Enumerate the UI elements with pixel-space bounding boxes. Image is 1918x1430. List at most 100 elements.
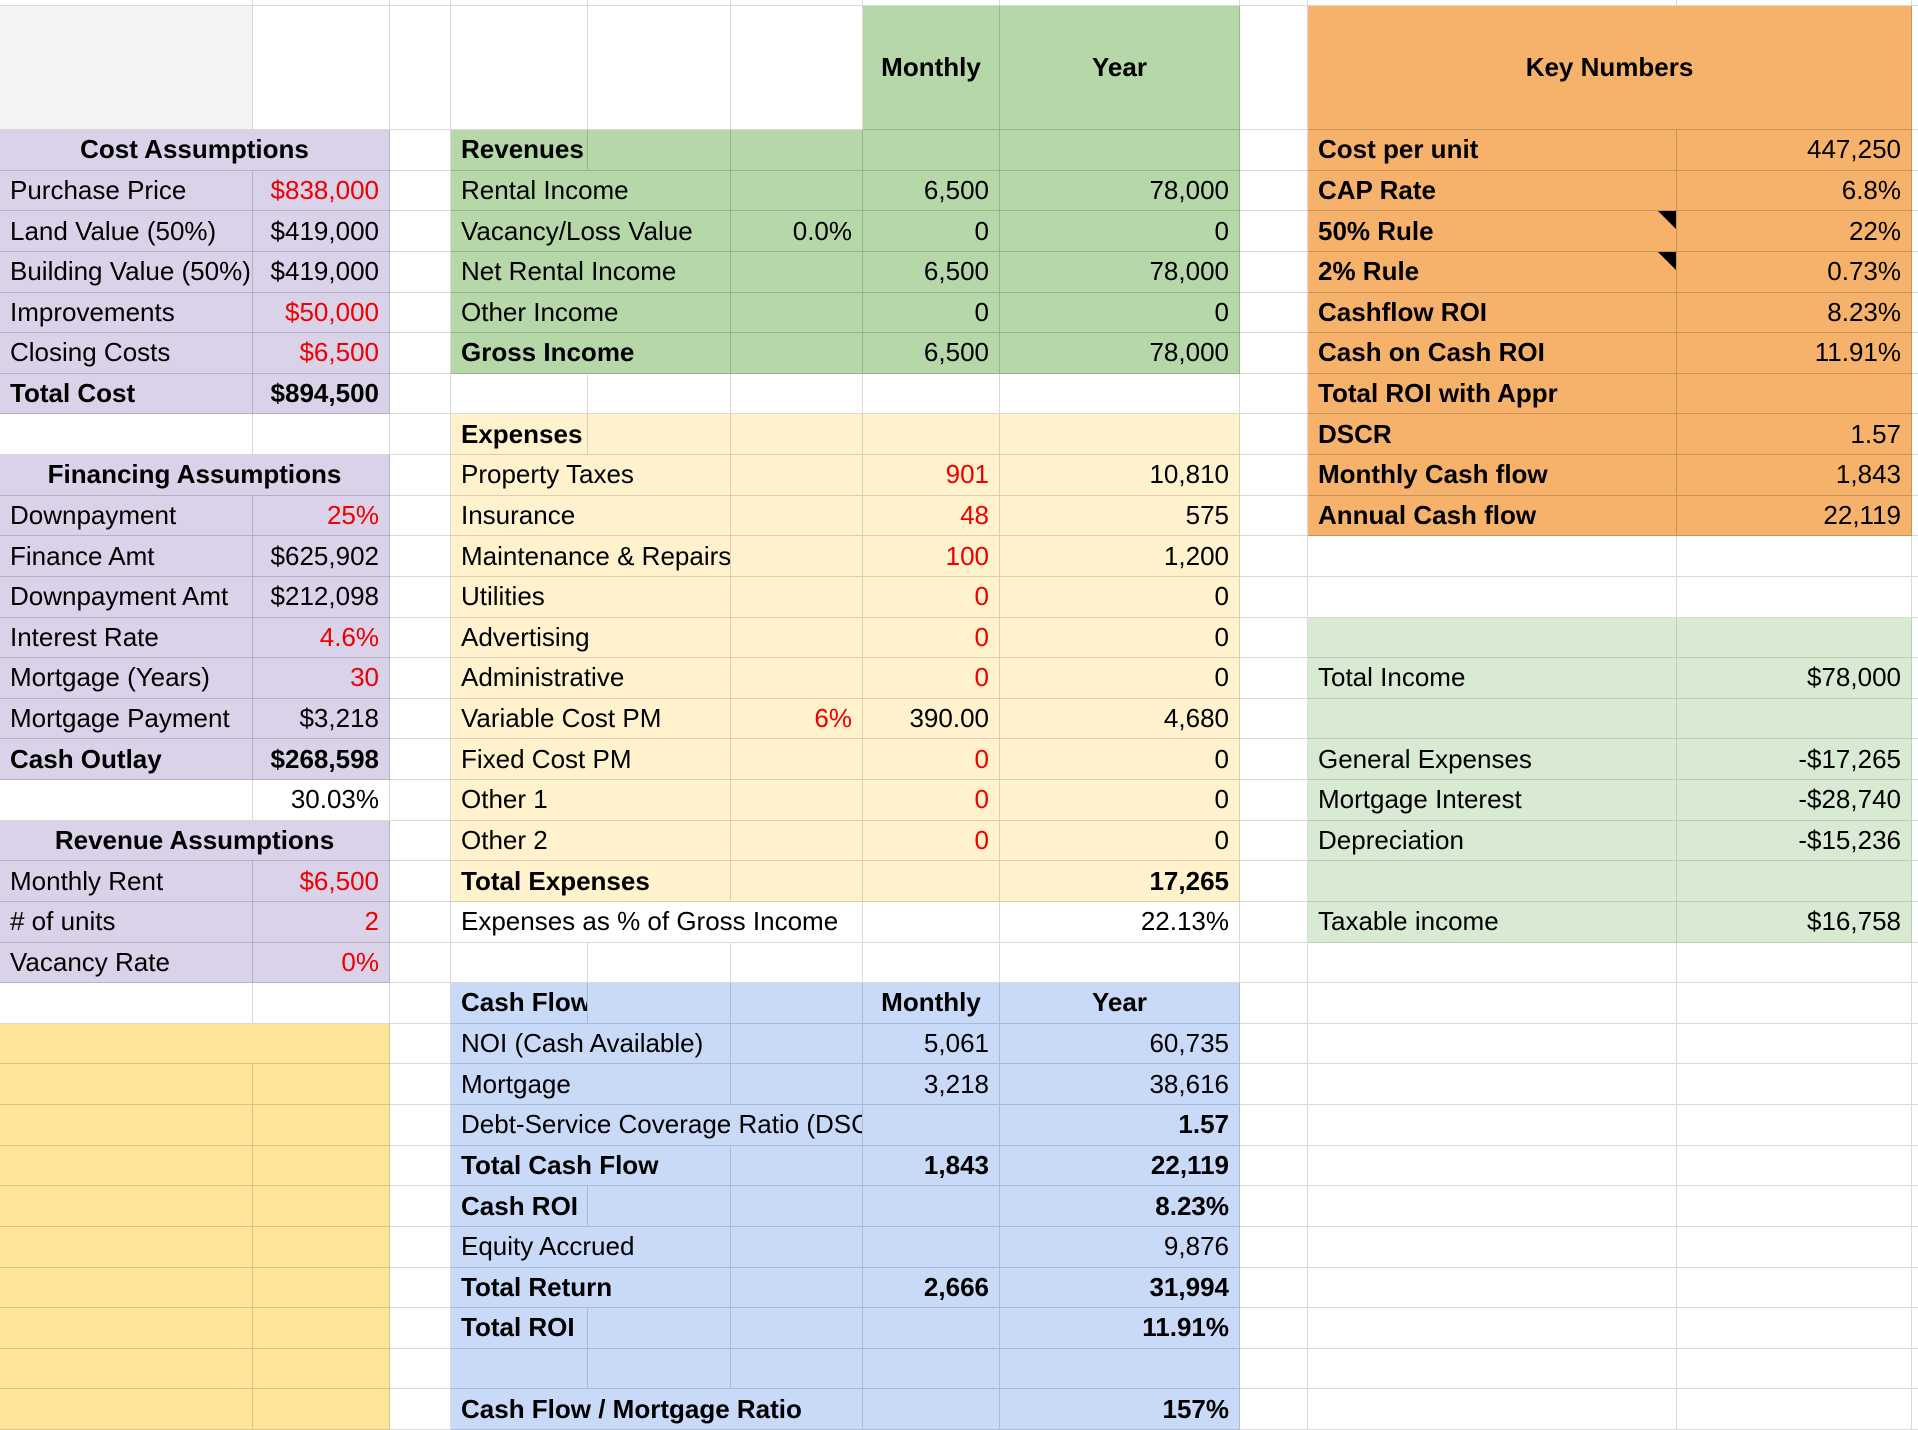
empty-cell[interactable]	[390, 130, 451, 171]
label-rental-income[interactable]: Rental Income	[451, 170, 731, 212]
yellow-merged-row[interactable]	[0, 1023, 390, 1065]
empty-cell[interactable]	[390, 1186, 451, 1227]
empty-cell[interactable]	[451, 6, 588, 130]
empty-cell[interactable]	[390, 1105, 451, 1146]
empty-cell[interactable]	[1912, 942, 1918, 984]
empty-cell[interactable]	[863, 942, 1000, 984]
label-mortgage-interest[interactable]: Mortgage Interest	[1308, 780, 1677, 821]
empty-cell[interactable]	[1912, 1023, 1918, 1065]
label-of-units[interactable]: # of units	[0, 901, 253, 943]
empty-cell[interactable]	[1240, 211, 1308, 252]
empty-cell[interactable]	[731, 1023, 863, 1065]
empty-cell[interactable]	[390, 576, 451, 618]
value-50-000[interactable]: $50,000	[253, 292, 390, 334]
empty-cell[interactable]	[1677, 536, 1912, 577]
empty-cell[interactable]	[863, 901, 1000, 943]
empty-cell[interactable]	[1240, 780, 1308, 821]
label-monthly-rent[interactable]: Monthly Rent	[0, 861, 253, 902]
empty-cell[interactable]	[731, 1308, 863, 1349]
value-0[interactable]: 0	[863, 211, 1000, 252]
empty-cell[interactable]	[390, 211, 451, 252]
empty-cell[interactable]	[390, 1348, 451, 1390]
empty-cell[interactable]	[863, 1389, 1000, 1430]
value-11-91[interactable]: 11.91%	[1677, 333, 1912, 374]
value-2-666[interactable]: 2,666	[863, 1267, 1000, 1309]
value-78-000[interactable]: 78,000	[1000, 251, 1240, 293]
empty-cell[interactable]	[1240, 739, 1308, 780]
value-0[interactable]: 0	[863, 739, 1000, 780]
empty-cell[interactable]	[1240, 617, 1308, 659]
value-48[interactable]: 48	[863, 495, 1000, 537]
empty-cell[interactable]	[1677, 617, 1912, 659]
value-5-061[interactable]: 5,061	[863, 1023, 1000, 1065]
empty-cell[interactable]	[731, 658, 863, 699]
label-property-taxes[interactable]: Property Taxes	[451, 455, 731, 496]
empty-cell[interactable]	[0, 1308, 253, 1349]
empty-cell[interactable]	[588, 1308, 731, 1349]
value-0[interactable]: 0	[863, 292, 1000, 334]
empty-cell[interactable]	[0, 983, 253, 1024]
empty-cell[interactable]	[588, 0, 731, 6]
empty-cell[interactable]	[1308, 942, 1677, 984]
empty-cell[interactable]	[0, 1105, 253, 1146]
empty-cell[interactable]	[0, 1226, 253, 1268]
label-downpayment-amt[interactable]: Downpayment Amt	[0, 576, 253, 618]
empty-cell[interactable]	[1912, 251, 1918, 293]
empty-cell[interactable]	[731, 739, 863, 780]
value-1-843[interactable]: 1,843	[1677, 455, 1912, 496]
empty-cell[interactable]	[1308, 1023, 1677, 1065]
empty-cell[interactable]	[588, 130, 731, 171]
label-total-expenses[interactable]: Total Expenses	[451, 861, 731, 902]
value-3-218[interactable]: $3,218	[253, 698, 390, 740]
empty-cell[interactable]	[1912, 1348, 1918, 1390]
empty-cell[interactable]	[390, 292, 451, 334]
label-total-roi-with-appr[interactable]: Total ROI with Appr	[1308, 373, 1677, 415]
label-maintenance-repairs[interactable]: Maintenance & Repairs	[451, 536, 731, 577]
value-0[interactable]: 0	[863, 658, 1000, 699]
label-purchase-price[interactable]: Purchase Price	[0, 170, 253, 212]
empty-cell[interactable]	[0, 0, 253, 6]
empty-cell[interactable]	[1240, 1348, 1308, 1390]
empty-cell[interactable]	[863, 373, 1000, 415]
empty-cell[interactable]	[863, 861, 1000, 902]
value-78-000[interactable]: $78,000	[1677, 658, 1912, 699]
value-419-000[interactable]: $419,000	[253, 251, 390, 293]
value-6-500[interactable]: $6,500	[253, 333, 390, 374]
empty-cell[interactable]	[390, 495, 451, 537]
empty-cell[interactable]	[1912, 414, 1918, 455]
label-improvements[interactable]: Improvements	[0, 292, 253, 334]
empty-cell[interactable]	[731, 1064, 863, 1105]
label-cap-rate[interactable]: CAP Rate	[1308, 170, 1677, 212]
label-gross-income[interactable]: Gross Income	[451, 333, 731, 374]
value-0[interactable]: 0	[1000, 820, 1240, 862]
empty-cell[interactable]	[731, 1348, 863, 1390]
empty-cell[interactable]	[451, 942, 588, 984]
value-0-0[interactable]: 0.0%	[731, 211, 863, 252]
empty-cell[interactable]	[1912, 983, 1918, 1024]
empty-cell[interactable]	[1240, 536, 1308, 577]
empty-cell[interactable]	[731, 1267, 863, 1309]
empty-cell[interactable]	[588, 1348, 731, 1390]
value-0[interactable]: 0	[863, 576, 1000, 618]
empty-cell[interactable]	[1308, 861, 1677, 902]
empty-cell[interactable]	[390, 820, 451, 862]
value-0[interactable]: 0	[1000, 292, 1240, 334]
empty-cell[interactable]	[1240, 414, 1308, 455]
label-50-rule[interactable]: 50% Rule	[1308, 211, 1677, 252]
empty-cell[interactable]	[1912, 211, 1918, 252]
label-total-cost[interactable]: Total Cost	[0, 373, 253, 415]
empty-cell[interactable]	[253, 6, 390, 130]
label-cash-flow-mortgage-ratio[interactable]: Cash Flow / Mortgage Ratio	[451, 1389, 863, 1430]
value-1-843[interactable]: 1,843	[863, 1145, 1000, 1187]
label-total-return[interactable]: Total Return	[451, 1267, 731, 1309]
empty-cell[interactable]	[1000, 0, 1240, 6]
empty-cell[interactable]	[731, 1226, 863, 1268]
empty-cell[interactable]	[1240, 6, 1308, 130]
empty-cell[interactable]	[1240, 861, 1308, 902]
empty-cell[interactable]	[0, 414, 253, 455]
value-22[interactable]: 22%	[1677, 211, 1912, 252]
empty-cell[interactable]	[1240, 292, 1308, 334]
value-1-57[interactable]: 1.57	[1677, 414, 1912, 455]
empty-cell[interactable]	[1912, 495, 1918, 537]
value-575[interactable]: 575	[1000, 495, 1240, 537]
